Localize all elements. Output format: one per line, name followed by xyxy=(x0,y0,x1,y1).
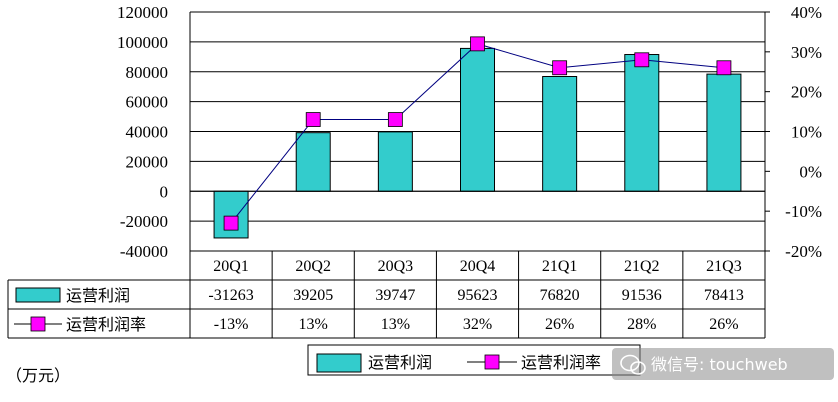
bar xyxy=(213,190,249,239)
legend-bar-label: 运营利润 xyxy=(368,353,432,372)
legend-bar-swatch xyxy=(316,353,362,373)
line-value-cell: -13% xyxy=(214,316,249,333)
right-tick-label: 30% xyxy=(791,43,822,62)
line-value-cell: 28% xyxy=(627,316,656,333)
right-tick-label: 20% xyxy=(791,83,822,102)
left-tick-label: -20000 xyxy=(120,212,168,231)
left-tick-label: 0 xyxy=(160,182,169,201)
bar-value-cell: 76820 xyxy=(540,287,580,304)
legend: 运营利润 运营利润率 xyxy=(307,344,641,376)
bar xyxy=(295,132,331,192)
line-series xyxy=(223,36,732,231)
category-label: 20Q3 xyxy=(378,258,414,275)
category-label: 21Q1 xyxy=(542,258,578,275)
row-header-line: 运营利润率 xyxy=(66,315,146,334)
category-label: 21Q2 xyxy=(624,258,660,275)
line-value-cell: 32% xyxy=(463,316,492,333)
watermark-text: 微信号: touchweb xyxy=(651,355,788,374)
bar xyxy=(624,54,660,192)
line-marker xyxy=(305,112,321,127)
right-tick-label: 10% xyxy=(791,123,822,142)
data-table: 20Q1 -31263 -13% 20Q2 39205 13% 20Q3 39747 13% 20… xyxy=(7,251,765,339)
legend-line-label: 运营利润率 xyxy=(521,353,601,372)
bar xyxy=(542,76,578,192)
right-tick-label: 40% xyxy=(791,3,822,22)
left-axis-ticks: -40000 -20000 0 20000 40000 60000 80000 100000 1… xyxy=(117,3,168,261)
left-tick-label: 120000 xyxy=(117,3,168,22)
bar xyxy=(377,131,413,192)
unit-note: （万元） xyxy=(6,366,70,385)
category-label: 20Q4 xyxy=(460,258,496,275)
line-value-cell: 26% xyxy=(545,316,574,333)
category-label: 20Q1 xyxy=(213,258,249,275)
watermark: 微信号: touchweb xyxy=(612,348,834,380)
line-marker xyxy=(634,52,650,68)
line-value-cell: 13% xyxy=(381,316,410,333)
axes xyxy=(189,12,766,338)
right-tick-label: 0% xyxy=(799,162,822,181)
left-tick-label: 60000 xyxy=(126,93,169,112)
wechat-icon xyxy=(620,354,646,375)
right-tick-label: -20% xyxy=(785,242,822,261)
left-tick-label: 80000 xyxy=(126,63,169,82)
line-marker xyxy=(223,215,239,231)
bar-value-cell: 39205 xyxy=(293,287,333,304)
line-marker xyxy=(716,60,732,76)
right-axis-ticks: -20% -10% 0% 10% 20% 30% 40% xyxy=(765,3,822,261)
bar-value-cell: 91536 xyxy=(622,287,662,304)
row-key-bar-swatch xyxy=(15,287,61,303)
line-marker xyxy=(470,36,485,52)
legend-line-marker xyxy=(484,354,500,370)
left-tick-label: 100000 xyxy=(117,33,168,52)
right-tick-label: -10% xyxy=(785,202,822,221)
bar-value-cell: 78413 xyxy=(704,287,744,304)
category-label: 20Q2 xyxy=(295,258,331,275)
line-marker xyxy=(552,60,568,76)
bar-value-cell: 95623 xyxy=(458,287,498,304)
bar xyxy=(706,73,742,192)
left-tick-label: 40000 xyxy=(126,123,169,142)
bar-value-cell: -31263 xyxy=(208,287,253,304)
row-key-marker xyxy=(30,316,46,332)
line-value-cell: 26% xyxy=(709,316,738,333)
line-marker xyxy=(387,112,403,127)
category-label: 21Q3 xyxy=(706,258,742,275)
left-tick-label: 20000 xyxy=(126,152,169,171)
bar xyxy=(460,47,495,192)
row-header-bar: 运营利润 xyxy=(66,286,130,305)
line-value-cell: 13% xyxy=(299,316,328,333)
bar-series xyxy=(213,47,742,239)
left-tick-label: -40000 xyxy=(120,242,168,261)
bar-value-cell: 39747 xyxy=(375,287,415,304)
